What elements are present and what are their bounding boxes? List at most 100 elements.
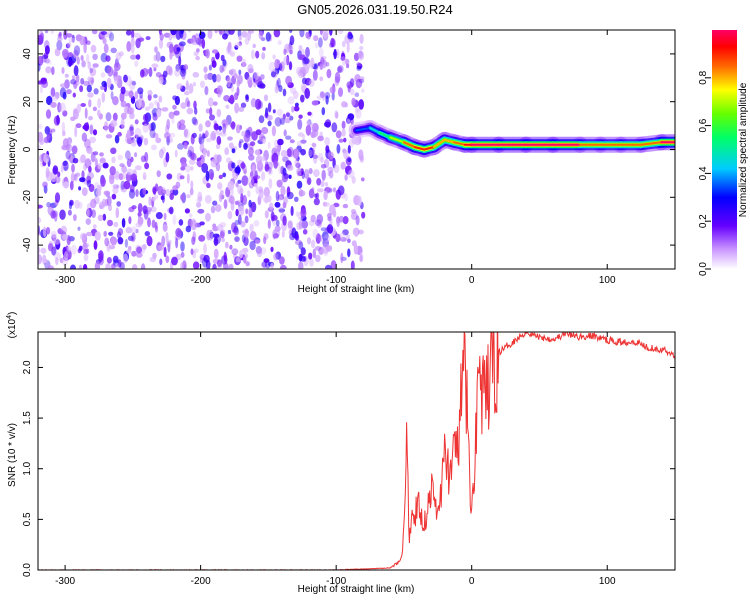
noise-blob <box>73 214 77 222</box>
noise-blob <box>287 220 293 229</box>
colorbar-ticks: 0.0 0.2 0.4 0.6 0.8 <box>698 70 711 276</box>
noise-blob <box>108 32 115 42</box>
noise-blob <box>185 80 189 91</box>
noise-blob <box>361 211 366 219</box>
noise-blob <box>210 130 217 141</box>
noise-blob <box>103 43 109 54</box>
noise-blob <box>120 100 127 108</box>
noise-blob <box>84 107 88 119</box>
noise-blob <box>68 201 73 210</box>
noise-blob <box>73 45 81 56</box>
noise-blob <box>204 85 209 96</box>
noise-blob <box>81 132 88 142</box>
colorbar-tick-label: 0.8 <box>698 70 709 84</box>
noise-blob <box>248 68 254 74</box>
noise-blob <box>321 169 326 181</box>
noise-blob <box>198 136 205 145</box>
noise-blob <box>358 78 365 84</box>
noise-blob <box>160 195 165 201</box>
noise-blob <box>169 192 174 201</box>
noise-blob <box>86 53 90 64</box>
noise-blob <box>247 63 254 74</box>
noise-blob <box>80 154 86 164</box>
noise-blob <box>305 46 310 58</box>
noise-blob <box>250 98 257 108</box>
noise-blob <box>121 218 126 228</box>
noise-blob <box>99 201 105 210</box>
noise-blob <box>327 166 334 173</box>
noise-blob <box>307 237 311 245</box>
colorbar: 0.0 0.2 0.4 0.6 0.8 Normalized spectral ampl… <box>698 30 749 276</box>
noise-blob <box>298 114 303 119</box>
noise-blob <box>215 162 221 172</box>
noise-blob <box>296 180 303 189</box>
noise-blob <box>156 170 161 178</box>
noise-blob <box>247 30 252 41</box>
noise-blob <box>285 135 292 140</box>
noise-blob <box>184 208 190 214</box>
noise-blob <box>54 192 61 203</box>
noise-blob <box>263 186 270 198</box>
noise-blob <box>268 178 273 189</box>
spectrogram-x-label: Height of straight line (km) <box>298 284 415 295</box>
noise-blob <box>350 260 355 269</box>
noise-blob <box>210 133 216 140</box>
noise-blob <box>332 187 337 193</box>
noise-blob <box>217 182 223 190</box>
noise-blob <box>71 75 76 80</box>
noise-blob <box>78 186 82 191</box>
noise-blob <box>144 231 150 237</box>
noise-blob <box>105 263 111 269</box>
noise-blob <box>50 101 57 108</box>
noise-blob <box>278 206 285 214</box>
noise-blob <box>175 50 182 59</box>
noise-blob <box>142 113 148 122</box>
noise-blob <box>38 144 41 151</box>
noise-blob <box>242 194 248 206</box>
noise-blob <box>175 64 180 72</box>
noise-blob <box>83 254 89 262</box>
colorbar-gradient <box>712 30 737 269</box>
noise-blob <box>82 243 90 248</box>
noise-blob <box>227 180 235 191</box>
noise-blob <box>276 59 281 65</box>
noise-blob <box>248 207 253 218</box>
noise-blob <box>305 124 312 136</box>
noise-blob <box>187 100 191 108</box>
noise-blob <box>282 88 287 97</box>
noise-blob <box>346 63 350 69</box>
noise-blob <box>174 69 181 77</box>
noise-blob <box>111 193 117 200</box>
noise-blob <box>238 35 242 41</box>
noise-blob <box>190 152 197 161</box>
signal-segment <box>389 136 405 144</box>
noise-blob <box>223 95 231 102</box>
noise-blob <box>310 57 315 69</box>
noise-blob <box>225 241 229 249</box>
noise-blob <box>294 239 302 246</box>
noise-blob <box>148 196 152 206</box>
noise-blob <box>50 230 57 238</box>
noise-blob <box>116 231 122 239</box>
noise-blob <box>39 32 45 41</box>
noise-blob <box>191 236 196 245</box>
noise-blob <box>279 264 287 269</box>
noise-blob <box>142 244 147 250</box>
noise-blob <box>339 237 347 242</box>
snr-x-tick-label: 100 <box>599 576 616 587</box>
noise-blob <box>71 145 78 155</box>
noise-blob <box>97 109 101 117</box>
noise-blob <box>323 158 330 169</box>
noise-blob <box>102 162 109 169</box>
noise-blob <box>335 233 341 243</box>
snr-y-axis: 0.0 0.5 1.0 1.5 2.0 <box>22 360 675 577</box>
noise-blob <box>39 85 43 94</box>
noise-blob <box>152 196 156 202</box>
noise-blob <box>103 190 111 196</box>
noise-blob <box>274 85 279 94</box>
noise-blob <box>65 43 70 49</box>
noise-blob <box>247 190 251 198</box>
noise-blob <box>165 255 170 263</box>
noise-blob <box>215 204 222 213</box>
spectrogram-x-axis: -300 -200 -100 0 100 <box>55 30 616 286</box>
